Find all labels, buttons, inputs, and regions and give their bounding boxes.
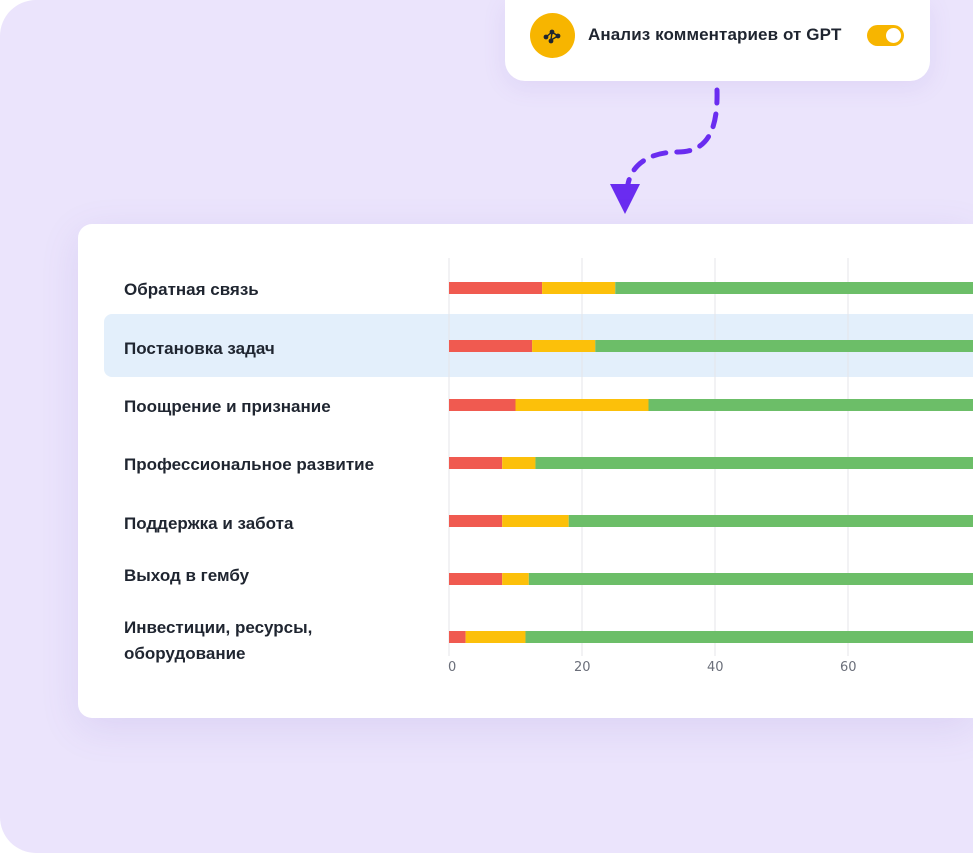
bar-segment-1[interactable] [465, 631, 526, 643]
x-tick-label: 40 [707, 660, 724, 675]
category-label: Профессиональное развитие [124, 455, 375, 474]
x-tick-label: 60 [840, 660, 857, 675]
bar-segment-1[interactable] [515, 399, 649, 411]
category-label: Поощрение и признание [124, 397, 331, 416]
bar-segment-2[interactable] [615, 282, 973, 294]
bar-segment-2[interactable] [595, 340, 973, 352]
category-label: Поддержка и забота [124, 514, 294, 533]
bar-segment-2[interactable] [528, 573, 973, 585]
x-tick-label: 20 [574, 660, 591, 675]
x-tick-label: 0 [448, 660, 457, 675]
bar-segment-0[interactable] [449, 573, 503, 585]
bar-segment-1[interactable] [542, 282, 616, 294]
bar-segment-0[interactable] [449, 515, 503, 527]
bar-segment-1[interactable] [502, 573, 529, 585]
category-label: Постановка задач [124, 339, 275, 358]
bar-segment-1[interactable] [502, 515, 569, 527]
bar-segment-1[interactable] [502, 457, 536, 469]
gpt-analysis-panel: Анализ комментариев от GPT [505, 0, 930, 81]
bar-segment-2[interactable] [568, 515, 973, 527]
category-label: Обратная связь [124, 280, 259, 299]
category-label: Инвестиции, ресурсы, оборудование [124, 618, 313, 663]
network-nodes-icon [530, 13, 575, 58]
bar-segment-2[interactable] [648, 399, 973, 411]
bar-segment-1[interactable] [532, 340, 596, 352]
category-label: Выход в гембу [124, 566, 250, 585]
bar-segment-0[interactable] [449, 631, 466, 643]
dashed-arrow-icon [610, 87, 720, 214]
bar-segment-0[interactable] [449, 399, 516, 411]
bar-segment-0[interactable] [449, 457, 503, 469]
bar-segment-0[interactable] [449, 340, 533, 352]
bar-segment-2[interactable] [535, 457, 973, 469]
bar-segment-0[interactable] [449, 282, 543, 294]
bar-segment-2[interactable] [525, 631, 973, 643]
toggle-knob [886, 28, 901, 43]
gpt-analysis-label: Анализ комментариев от GPT [588, 25, 842, 44]
gpt-analysis-toggle[interactable] [867, 25, 904, 46]
